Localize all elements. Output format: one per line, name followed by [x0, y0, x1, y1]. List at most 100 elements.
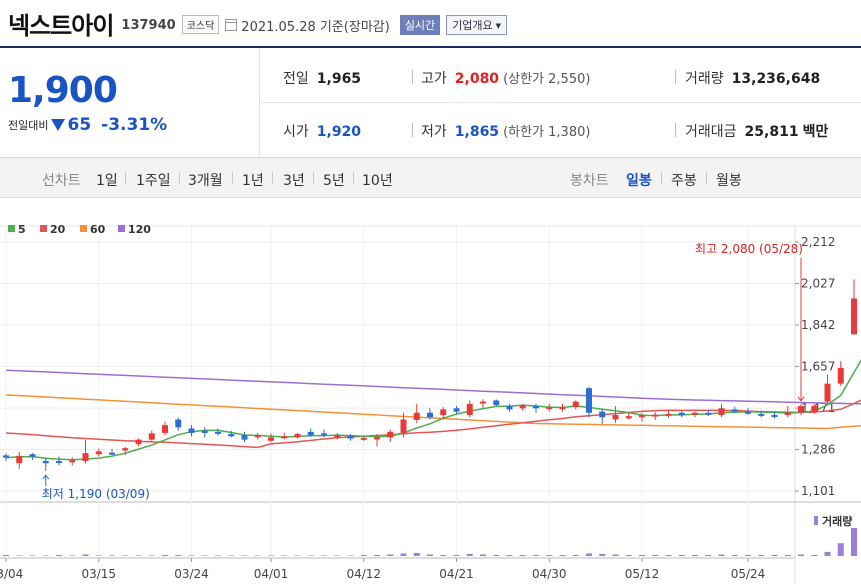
ma5-line [5, 359, 861, 461]
x-tick-label: 05/12 [625, 567, 660, 581]
x-tick-label: 03/04 [0, 567, 23, 581]
tab-1d[interactable]: 1일 [96, 173, 118, 189]
volume-bar [162, 554, 168, 556]
volume-bar [228, 555, 235, 556]
prev-close-value: 1,965 [316, 71, 362, 87]
tab-daily[interactable]: 일봉 [626, 173, 652, 189]
candle-body [374, 437, 380, 440]
trade-amount-cell: 거래대금 25,811 백만 [685, 121, 828, 141]
candle-body [824, 383, 831, 402]
volume-bar [625, 554, 632, 556]
divider [675, 123, 676, 137]
tab-monthly[interactable]: 월봉 [716, 173, 742, 189]
high-arrowhead [797, 396, 805, 402]
candle-body [268, 437, 274, 441]
base-date: 2021.05.28 기준(장마감) [241, 19, 390, 35]
volume-bar [347, 555, 354, 556]
market-badge: 코스닥 [181, 15, 220, 34]
volume-bar [42, 555, 49, 556]
volume-bar [201, 555, 208, 556]
volume-bar [321, 555, 327, 556]
candle-body [387, 431, 394, 438]
volume-bar [771, 554, 778, 556]
volume-value: 13,236,648 [731, 71, 821, 87]
divider [313, 172, 314, 184]
tab-3y[interactable]: 3년 [283, 173, 305, 189]
candle-body [665, 413, 672, 416]
volume-bar [705, 554, 712, 556]
tab-10y[interactable]: 10년 [362, 173, 393, 189]
candle-body [69, 460, 76, 463]
volume-bar [811, 554, 818, 556]
tab-1w[interactable]: 1주일 [136, 173, 171, 189]
divider [232, 172, 233, 184]
volume-bar [387, 554, 394, 556]
candle-body [228, 434, 235, 437]
volume-bar [678, 554, 685, 556]
high-value: 2,080 [454, 71, 500, 87]
company-overview-dropdown[interactable]: 기업개요 ▼ [446, 14, 508, 35]
stock-chart[interactable]: 2,2122,0271,8421,6571,4711,2861,10103/04… [0, 198, 861, 586]
trade-amount-value: 25,811 [744, 124, 799, 140]
volume-bar [254, 555, 261, 556]
change-percent: -3.31% [101, 115, 168, 135]
volume-bar [533, 554, 539, 556]
volume-bar [612, 554, 619, 556]
candle-body [718, 408, 725, 416]
volume-bar [639, 554, 645, 556]
tab-5y[interactable]: 5년 [323, 173, 345, 189]
candle-body [705, 412, 712, 415]
candle-body [652, 414, 659, 417]
candle-body [201, 430, 208, 433]
candle-body [480, 401, 486, 404]
volume-bar [56, 554, 62, 556]
candle-body [135, 439, 142, 445]
divider [661, 172, 662, 184]
tab-3m[interactable]: 3개월 [188, 173, 223, 189]
candle-body [572, 401, 579, 408]
candle-body [347, 435, 354, 439]
volume-bar [360, 554, 367, 556]
row-divider [261, 102, 861, 103]
candle-body [109, 452, 115, 455]
divider [706, 172, 707, 184]
volume-bar [652, 554, 659, 556]
legend-entry: 5 [18, 223, 26, 236]
y-tick-label: 1,286 [801, 443, 835, 457]
current-price: 1,900 [8, 70, 118, 111]
chevron-down-icon: ▼ [495, 21, 502, 30]
realtime-button[interactable]: 실시간 [399, 14, 441, 35]
company-overview-label: 기업개요 [452, 18, 493, 32]
volume-legend-swatch [814, 516, 818, 525]
tab-1y[interactable]: 1년 [242, 173, 264, 189]
volume-bar [798, 554, 804, 556]
candle-body [254, 435, 261, 438]
divider [272, 172, 273, 184]
y-tick-label: 1,101 [801, 484, 835, 498]
candle-body [493, 400, 500, 405]
volume-bar [95, 555, 102, 556]
legend-entry: 120 [128, 223, 151, 236]
price-change: 전일대비 65 -3.31% [8, 115, 167, 135]
volume-bar [374, 554, 380, 556]
candle-body [215, 431, 221, 434]
candle-chart-label: 봉차트 [570, 173, 609, 189]
low-cell: 저가 1,865 (하한가 1,380) [421, 121, 590, 141]
tab-weekly[interactable]: 주봉 [671, 173, 697, 189]
y-tick-label: 1,657 [801, 359, 835, 373]
volume-label: 거래량 [685, 71, 724, 87]
volume-bar [692, 554, 698, 556]
x-tick-label: 04/21 [439, 567, 474, 581]
price-summary: 1,900 전일대비 65 -3.31% 전일 1,965 고가 2,080 (… [0, 48, 861, 158]
x-tick-label: 03/24 [174, 567, 209, 581]
ma60-line [5, 394, 861, 430]
volume-bar [758, 554, 765, 556]
candle-body [519, 405, 526, 409]
x-tick-label: 04/12 [346, 567, 381, 581]
open-cell: 시가 1,920 [283, 121, 361, 141]
volume-cell: 거래량 13,236,648 [685, 68, 820, 88]
candle-body [466, 403, 473, 416]
line-chart-label: 선차트 [42, 173, 81, 189]
volume-bar [559, 554, 566, 556]
legend-swatch [40, 225, 47, 232]
